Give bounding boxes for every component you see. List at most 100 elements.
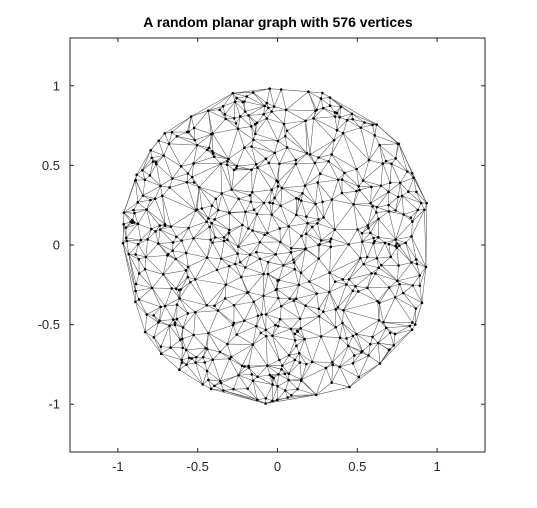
graph-edge [281,185,306,189]
graph-edges [122,88,427,404]
graph-edge [279,306,282,320]
graph-edge [221,253,238,259]
graph-edge [382,163,391,183]
graph-edge [257,376,273,385]
graph-edge [172,178,188,183]
graph-edge [153,315,159,323]
graph-edge [269,88,282,90]
graph-edge [341,179,359,187]
graph-vertex [357,375,361,379]
graph-edge [368,342,379,356]
graph-edge [341,192,354,205]
graph-edge [153,337,162,347]
graph-edge [252,92,267,104]
graph-edge [164,116,192,134]
graph-edge [145,243,159,258]
graph-vertex [232,168,236,172]
graph-edge [265,324,276,331]
graph-vertex [168,324,171,327]
graph-edge [251,146,267,159]
graph-edge [388,287,396,298]
graph-edge [339,337,349,347]
graph-vertex [276,398,279,402]
graph-edge [339,322,343,338]
graph-edge [300,316,320,329]
graph-vertex [150,156,154,160]
graph-edge [176,131,188,137]
graph-edge [383,322,410,327]
graph-edge [297,331,305,340]
graph-edge [225,118,235,120]
graph-edge [162,187,170,197]
graph-edge [153,322,159,338]
graph-vertex [184,251,188,255]
graph-edge [159,229,174,243]
graph-edge [198,187,213,206]
graph-vertex [150,286,154,290]
graph-vertex [175,303,179,307]
graph-edge [160,325,170,347]
graph-edge [253,301,259,316]
graph-edge [312,361,327,369]
graph-vertex [289,251,293,254]
graph-vertex [158,224,162,227]
graph-edge [342,258,361,280]
graph-edge [352,363,360,378]
graph-edge [211,223,216,238]
graph-edge [175,276,188,289]
graph-vertex [237,197,240,201]
graph-edge [174,324,184,328]
graph-edge [285,91,309,111]
graph-vertex [186,275,190,279]
graph-edge [372,320,380,338]
graph-edge [236,334,253,345]
graph-edge [180,144,198,167]
graph-edge [227,161,238,167]
graph-vertex [411,321,414,324]
graph-edge [159,306,161,321]
graph-edge [299,362,302,380]
graph-vertex [347,243,351,246]
graph-edge [288,379,302,381]
graph-edge [375,273,398,282]
graph-edge [397,262,412,281]
graph-edge [288,226,302,237]
graph-edge [320,173,339,181]
graph-vertex [340,191,344,195]
graph-edge [186,252,208,258]
graph-edge [372,336,379,344]
graph-edge [269,88,275,107]
x-tick-label: 1 [433,459,440,474]
graph-edge [158,140,164,156]
graph-edge [122,243,129,255]
graph-vertex [294,196,298,200]
graph-edge [415,302,423,309]
graph-edge [259,258,264,275]
graph-edge [293,249,306,263]
graph-edge [245,201,252,212]
graph-edge [172,240,182,243]
graph-edge [384,242,391,258]
graph-edge [208,324,234,334]
graph-edge [193,226,210,239]
graph-vertex [347,344,350,348]
graph-vertex [208,225,211,229]
graph-edge [339,363,354,368]
graph-edge [415,308,417,325]
graph-edge [271,203,274,215]
graph-vertex [250,125,253,128]
graph-edge [288,345,297,356]
graph-vertex [308,153,312,156]
graph-edge [294,333,305,340]
graph-edge [170,226,189,229]
graph-edge [252,191,265,204]
graph-vertex [418,274,422,277]
graph-edge [257,167,277,181]
graph-vertex [153,197,157,200]
graph-vertex [334,308,337,311]
graph-edge [390,256,399,266]
graph-edge [195,305,207,313]
graph-vertex [367,226,370,230]
graph-edge [266,88,270,104]
